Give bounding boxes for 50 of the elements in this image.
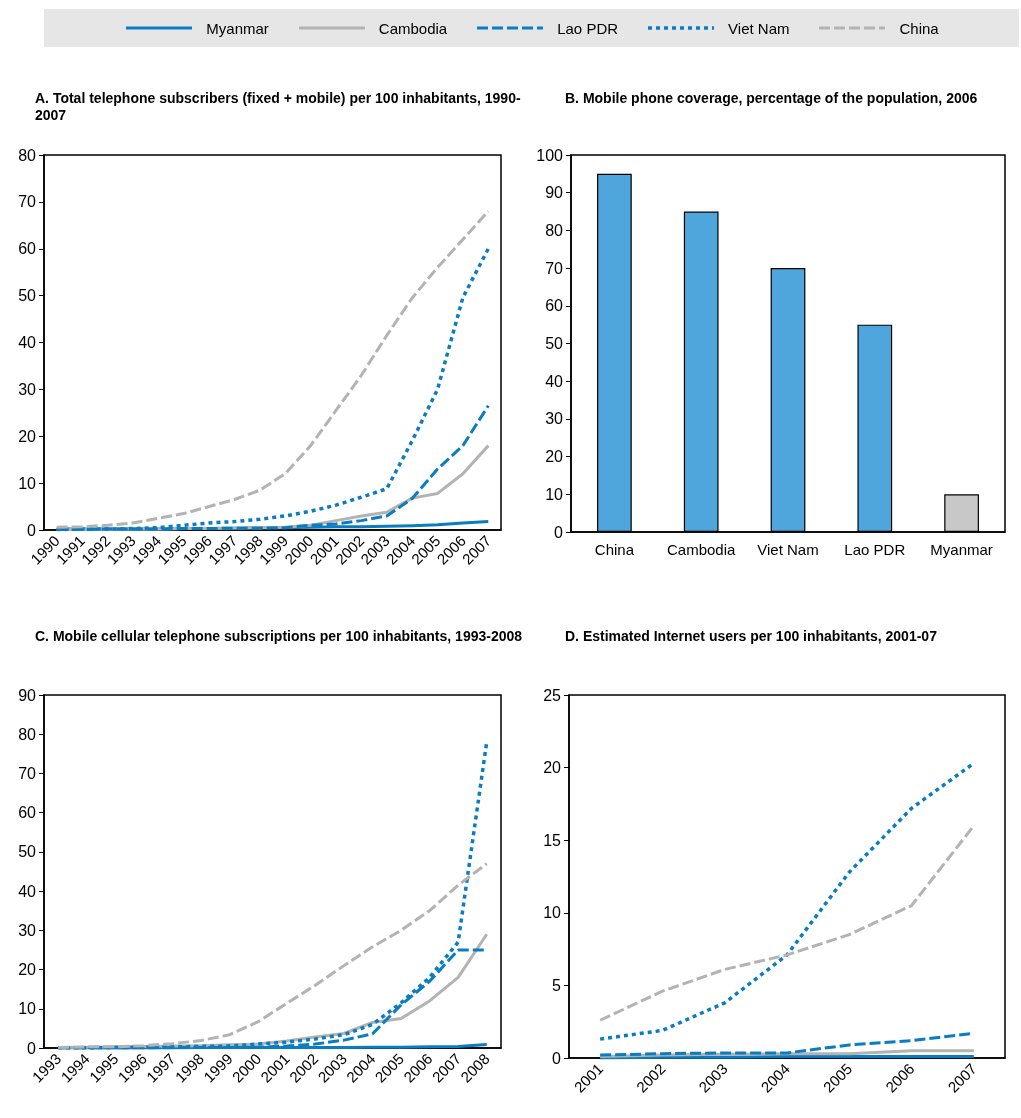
y-tick-label: 5 <box>552 976 562 994</box>
y-tick-label: 80 <box>545 221 564 239</box>
y-tick-label: 20 <box>18 427 37 445</box>
x-tick-label: China <box>594 541 635 558</box>
y-tick-label: 90 <box>18 686 37 704</box>
y-tick-label: 60 <box>545 297 564 315</box>
y-tick-label: 30 <box>545 410 564 428</box>
y-tick-label: 25 <box>543 686 562 704</box>
y-tick-label: 10 <box>543 904 562 922</box>
y-tick-label: 100 <box>536 146 564 164</box>
legend-label: Myanmar <box>206 19 269 37</box>
chart-title: D. Estimated Internet users per 100 inhabitants, 2001-07 <box>565 628 938 645</box>
legend-label: Lao PDR <box>557 19 619 37</box>
y-tick-label: 60 <box>18 240 37 258</box>
chart-title: C. Mobile cellular telephone subscriptions per 100 inhabitants, 1993-2008 <box>35 628 524 645</box>
y-tick-label: 70 <box>545 259 564 277</box>
y-tick-label: 0 <box>554 523 564 541</box>
y-tick-label: 50 <box>18 843 37 861</box>
y-tick-label: 10 <box>18 1000 37 1018</box>
y-tick-label: 0 <box>27 1039 37 1057</box>
y-tick-label: 10 <box>545 485 564 503</box>
y-tick-label: 40 <box>18 882 37 900</box>
y-tick-label: 20 <box>545 448 564 466</box>
x-tick-label: Lao PDR <box>844 541 906 558</box>
y-tick-label: 0 <box>27 521 37 539</box>
y-tick-label: 40 <box>18 334 37 351</box>
y-tick-label: 50 <box>18 287 37 305</box>
y-tick-label: 40 <box>545 372 564 390</box>
legend-label: Viet Nam <box>728 19 790 37</box>
chart-title: B. Mobile phone coverage, percentage of the population, 2006 <box>565 90 979 107</box>
y-tick-label: 30 <box>18 380 37 398</box>
y-tick-label: 15 <box>543 831 562 849</box>
y-tick-label: 50 <box>545 335 564 352</box>
legend-label: China <box>899 19 939 37</box>
x-tick-label: Myanmar <box>930 541 993 558</box>
y-tick-label: 90 <box>545 184 564 202</box>
y-tick-label: 60 <box>18 804 37 822</box>
y-tick-label: 20 <box>543 759 562 777</box>
x-tick-label: Cambodia <box>667 541 737 558</box>
chart-title: A. Total telephone subscribers (fixed + mobile) per 100 inhabitants, 1990-2007 <box>35 90 522 124</box>
y-tick-label: 30 <box>18 921 37 939</box>
y-tick-label: 70 <box>18 193 37 211</box>
y-tick-label: 80 <box>18 146 37 164</box>
y-tick-label: 10 <box>18 474 37 492</box>
legend-label: Cambodia <box>378 19 448 37</box>
x-tick-label: Viet Nam <box>757 541 819 558</box>
y-tick-label: 70 <box>18 764 37 782</box>
y-tick-label: 20 <box>18 961 37 979</box>
y-tick-label: 0 <box>552 1049 562 1067</box>
y-tick-label: 80 <box>18 725 37 743</box>
